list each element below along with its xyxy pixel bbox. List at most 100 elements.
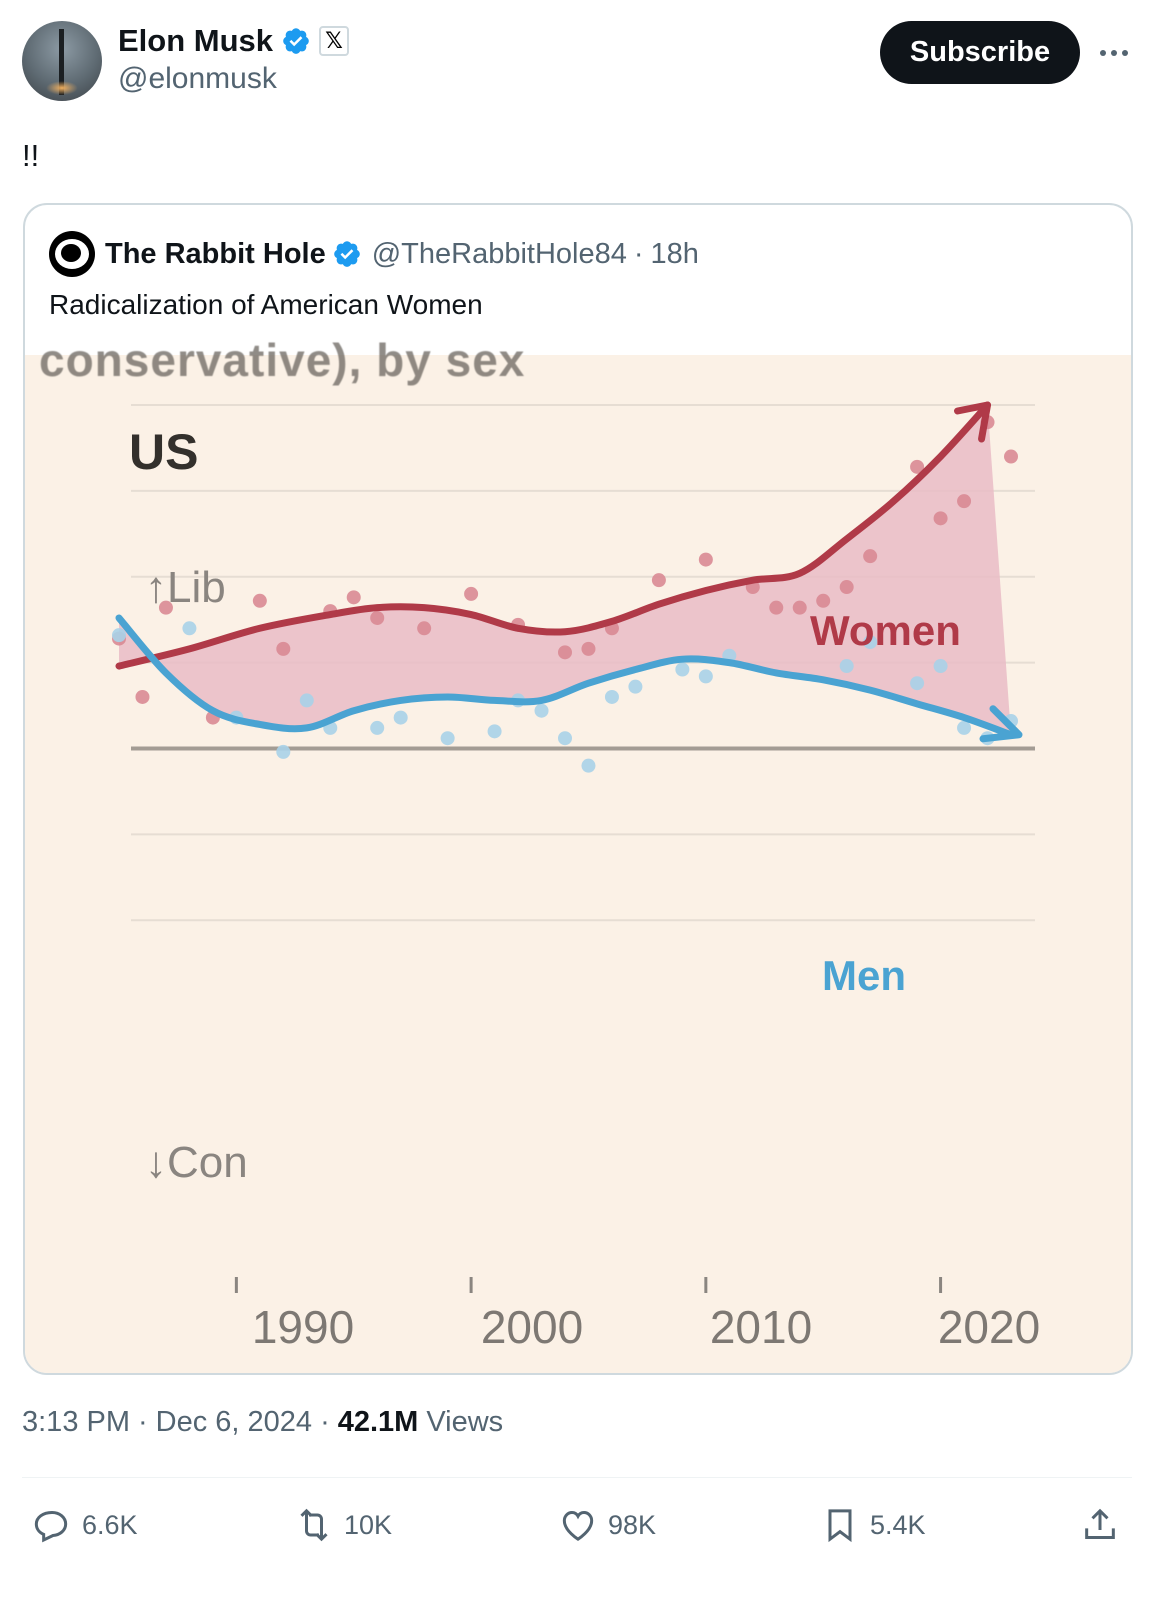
women-data-point — [158, 600, 173, 615]
series-label-women: Women — [810, 607, 961, 654]
men-data-point — [276, 744, 291, 759]
share-button[interactable] — [1080, 1500, 1120, 1550]
men-data-point — [182, 621, 197, 636]
men-data-point — [675, 662, 690, 677]
bookmark-count: 5.4K — [870, 1509, 926, 1540]
women-data-point — [863, 549, 878, 564]
men-data-point — [863, 635, 878, 650]
repost-button[interactable]: 10K — [294, 1500, 392, 1550]
separator-dot: · — [633, 237, 644, 270]
more-dot — [1122, 50, 1128, 56]
women-arrowhead — [954, 401, 992, 443]
like-count: 98K — [608, 1509, 657, 1540]
x-tick-label: 2010 — [709, 1301, 813, 1353]
men-data-point — [393, 710, 408, 725]
tweet-date[interactable]: Dec 6, 2024 — [155, 1406, 313, 1438]
chart-image[interactable]: conservative), by sex US ↑Lib ↓Con 1990 … — [25, 334, 1131, 1373]
series-label-men: Men — [822, 952, 906, 999]
women-data-point — [581, 641, 596, 656]
men-trend-line — [115, 614, 1015, 739]
like-button[interactable]: 98K — [558, 1500, 656, 1550]
quoted-author-name[interactable]: The Rabbit Hole — [105, 237, 326, 270]
x-tick-label: 1990 — [251, 1301, 355, 1353]
women-trend-line — [115, 401, 992, 670]
reply-count: 6.6K — [82, 1509, 138, 1540]
gap-fill-area — [119, 405, 1011, 735]
women-data-point — [135, 689, 150, 704]
men-data-point — [558, 731, 572, 746]
heart-icon — [562, 1510, 594, 1541]
y-axis-bottom-label: ↓Con — [145, 1138, 248, 1187]
tweet-header: Elon Musk 𝕏 @elonmusk Subscribe — [0, 0, 1170, 120]
views-count: 42.1M — [337, 1406, 419, 1438]
tweet-meta: 3:13 PM · Dec 6, 2024 · 42.1M Views — [22, 1406, 503, 1439]
men-arrowhead — [979, 705, 1023, 743]
y-axis-top-label: ↑Lib — [145, 563, 226, 612]
women-data-point — [417, 621, 432, 636]
more-dot — [1111, 50, 1117, 56]
avatar-rabbit-hole-shape — [61, 244, 81, 262]
x-tick-label: 2000 — [480, 1301, 584, 1353]
women-data-point — [792, 600, 807, 615]
quoted-tweet-time[interactable]: 18h — [650, 237, 699, 270]
x-affiliate-badge-icon[interactable]: 𝕏 — [319, 26, 350, 56]
verified-badge-icon[interactable] — [281, 26, 311, 56]
views-label: Views — [426, 1406, 504, 1438]
men-data-point — [910, 676, 925, 691]
chart-svg — [112, 401, 1035, 1293]
avatar-rocket-shape — [59, 29, 64, 95]
x-tick-label: 2020 — [937, 1301, 1041, 1353]
quoted-tweet[interactable]: The Rabbit Hole @TheRabbitHole84 · 18h R… — [23, 203, 1133, 1375]
women-data-point — [816, 593, 831, 608]
bookmark-icon — [828, 1509, 852, 1543]
men-data-point — [628, 679, 643, 694]
chart-region-label: US — [129, 424, 199, 480]
men-data-point — [487, 724, 502, 739]
men-data-point — [299, 693, 314, 708]
share-icon — [1085, 1508, 1115, 1539]
men-data-point — [604, 689, 619, 704]
women-data-point — [1004, 449, 1018, 464]
quoted-tweet-header: The Rabbit Hole @TheRabbitHole84 · 18h — [49, 231, 699, 277]
repost-icon — [300, 1508, 328, 1542]
women-data-point — [276, 641, 291, 656]
more-dot — [1100, 50, 1106, 56]
repost-count: 10K — [344, 1509, 393, 1540]
quoted-author-avatar[interactable] — [49, 231, 95, 277]
men-data-point — [440, 731, 455, 746]
tweet-time[interactable]: 3:13 PM — [22, 1406, 130, 1438]
women-data-point — [957, 494, 972, 509]
avatar-glow-shape — [46, 81, 78, 95]
bookmark-button[interactable]: 5.4K — [820, 1500, 926, 1550]
men-data-point — [839, 659, 854, 674]
author-display-name[interactable]: Elon Musk — [118, 23, 274, 58]
men-data-point — [933, 659, 948, 674]
men-data-point — [370, 720, 385, 735]
women-data-point — [252, 593, 267, 608]
women-data-point — [839, 580, 854, 595]
chart-subtitle-cropped: conservative), by sex — [39, 334, 526, 386]
tweet-text: !! — [22, 138, 40, 173]
author-handle[interactable]: @elonmusk — [118, 62, 277, 95]
women-data-point — [698, 552, 713, 567]
quoted-author-handle[interactable]: @TheRabbitHole84 — [371, 237, 627, 270]
reply-button[interactable]: 6.6K — [32, 1500, 138, 1550]
action-bar: 6.6K 10K 98K 5.4K — [0, 1500, 1170, 1550]
author-avatar[interactable] — [22, 21, 102, 101]
women-data-point — [910, 459, 925, 474]
women-data-point — [370, 610, 385, 625]
men-data-point — [581, 758, 596, 773]
men-data-point — [112, 628, 126, 643]
women-data-point — [769, 600, 784, 615]
quoted-tweet-text: Radicalization of American Women — [49, 289, 483, 320]
women-data-point — [933, 511, 948, 526]
verified-badge-icon — [333, 241, 360, 267]
subscribe-button[interactable]: Subscribe — [880, 21, 1080, 84]
men-data-point — [534, 703, 549, 718]
author-name-row: Elon Musk 𝕏 — [118, 23, 350, 58]
women-data-point — [558, 645, 572, 660]
more-options-icon[interactable] — [1094, 36, 1134, 70]
women-data-point — [651, 573, 666, 588]
women-data-point — [464, 586, 479, 601]
men-data-point — [698, 669, 713, 684]
